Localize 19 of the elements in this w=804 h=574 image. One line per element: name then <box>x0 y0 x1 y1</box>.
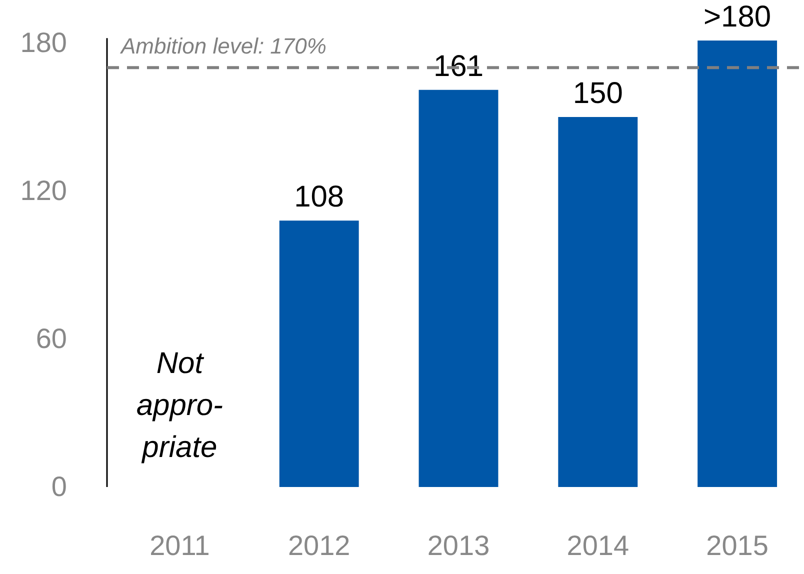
y-tick-label: 180 <box>20 26 67 58</box>
bar <box>279 220 359 487</box>
bar <box>698 40 778 487</box>
ref-line-label: Ambition level: 170% <box>119 34 326 59</box>
y-tick-label: 60 <box>36 322 67 354</box>
data-label: 108 <box>294 180 344 214</box>
y-tick-label: 120 <box>20 174 67 206</box>
bar <box>418 90 498 487</box>
annotation: Not appro-priate <box>136 347 224 464</box>
x-tick-label: 2013 <box>427 530 490 561</box>
data-label: >180 <box>704 0 772 34</box>
y-tick-label: 0 <box>51 470 67 502</box>
x-tick-label: 2012 <box>288 530 350 561</box>
bar <box>558 117 638 487</box>
data-label: 161 <box>433 50 484 83</box>
x-tick-label: 2014 <box>566 530 630 561</box>
x-tick-label: 2011 <box>150 530 210 561</box>
data-label: 150 <box>572 77 623 110</box>
x-tick-label: 2015 <box>706 530 768 561</box>
